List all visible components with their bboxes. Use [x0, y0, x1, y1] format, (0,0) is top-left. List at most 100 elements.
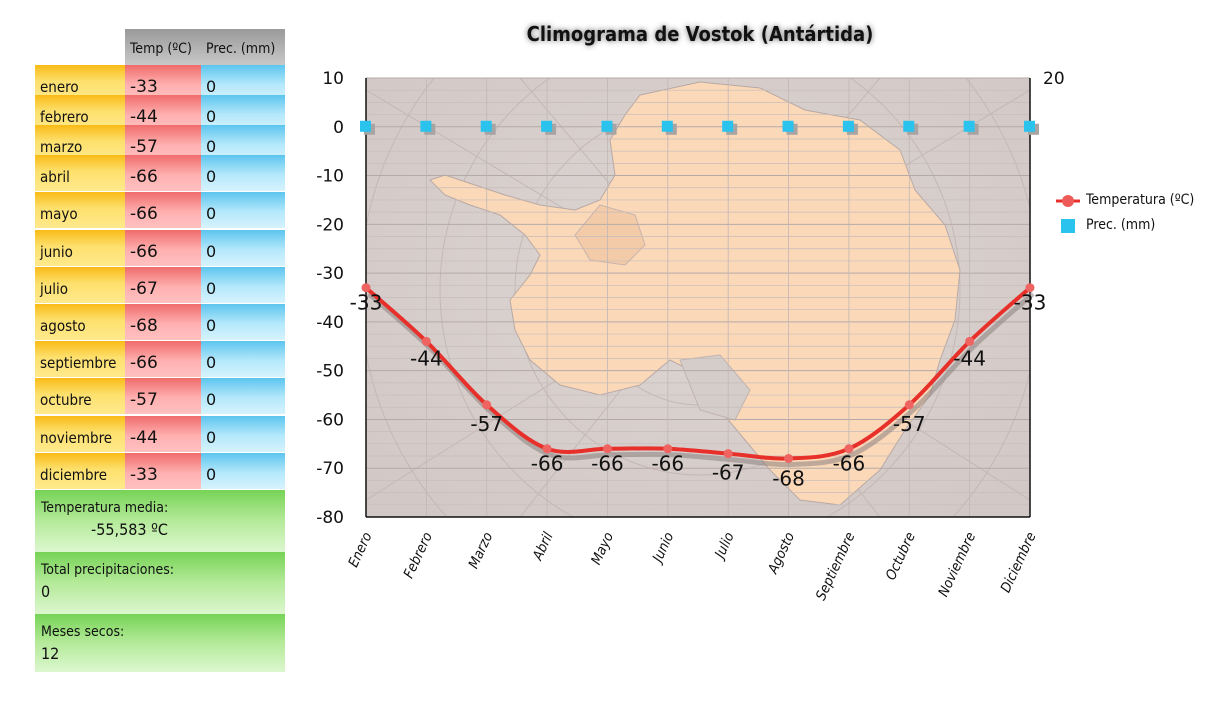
x-tick-label: Enero — [346, 530, 376, 570]
x-tick-label: Octubre — [883, 530, 919, 583]
mean-temperature-box: Temperatura media: -55,583 ºC — [35, 490, 285, 552]
temperature-data-label: -66 — [651, 452, 684, 476]
precipitation-point — [420, 120, 432, 132]
temperature-point — [904, 400, 914, 410]
temperature-cell: -33 — [125, 453, 201, 489]
x-tick-label: Junio — [649, 530, 678, 568]
temperature-point — [784, 453, 794, 463]
x-tick-label: Abril — [530, 529, 557, 563]
temperature-cell: -67 — [125, 267, 201, 303]
temperature-data-label: -44 — [953, 346, 986, 370]
temperature-point — [542, 444, 552, 454]
precipitation-cell: 0 — [201, 192, 285, 228]
temperature-data-label: -33 — [350, 291, 383, 315]
precipitation-point — [360, 120, 371, 132]
temperature-data-label: -66 — [531, 452, 564, 476]
temperature-data-label: -66 — [833, 452, 866, 476]
x-tick-label: Agosto — [765, 530, 798, 577]
x-tick-label: Septiembre — [813, 530, 859, 603]
month-cell: octubre — [35, 378, 125, 414]
month-cell: noviembre — [35, 416, 125, 452]
temperature-data-label: -57 — [470, 412, 503, 436]
month-cell: agosto — [35, 304, 125, 340]
table-row: mayo -66 0 — [35, 192, 285, 228]
y-tick-label: -40 — [316, 313, 344, 333]
legend-label-temperature: Temperatura (ºC) — [1086, 192, 1195, 208]
temperature-data-label: -57 — [893, 412, 926, 436]
temperature-data-label: -66 — [591, 452, 624, 476]
y-tick-label: -80 — [316, 508, 344, 528]
temperature-line — [364, 286, 1032, 461]
table-row: junio -66 0 — [35, 230, 285, 266]
precipitation-cell: 0 — [201, 378, 285, 414]
precipitation-cell: 0 — [201, 304, 285, 340]
temperature-point — [361, 283, 371, 293]
y-tick-label: -10 — [316, 167, 344, 187]
temperature-cell: -66 — [125, 155, 201, 191]
precipitation-cell: 0 — [201, 155, 285, 191]
mean-temperature-value: -55,583 ºC — [91, 520, 168, 539]
y-tick-label: 0 — [333, 118, 344, 138]
temperature-point — [663, 444, 673, 454]
temperature-cell: -68 — [125, 304, 201, 340]
y-tick-label: 10 — [322, 69, 344, 89]
table-row: diciembre -33 0 — [35, 453, 285, 489]
temperature-data-label: -33 — [1014, 291, 1047, 315]
precipitation-cell: 0 — [201, 267, 285, 303]
precipitation-point — [601, 120, 613, 132]
temperature-point — [602, 444, 612, 454]
table-row: septiembre -66 0 — [35, 341, 285, 377]
precipitation-point — [541, 120, 553, 132]
temperature-data-label: -67 — [712, 461, 745, 485]
temperature-point — [421, 336, 431, 346]
temperature-line-shadow — [367, 291, 1035, 468]
month-cell: julio — [35, 267, 125, 303]
dry-months-value: 12 — [41, 644, 60, 663]
precipitation-cell: 0 — [201, 453, 285, 489]
x-tick-label: Mayo — [588, 530, 617, 568]
table-row: octubre -57 0 — [35, 378, 285, 414]
temperature-point — [723, 449, 733, 459]
x-tick-label: Noviembre — [936, 530, 980, 600]
month-cell: diciembre — [35, 453, 125, 489]
precipitation-point — [842, 120, 854, 132]
month-cell: mayo — [35, 192, 125, 228]
temperature-cell: -44 — [125, 416, 201, 452]
precipitation-cell: 0 — [201, 341, 285, 377]
month-cell: septiembre — [35, 341, 125, 377]
temperature-point — [965, 336, 975, 346]
precipitation-point — [903, 120, 915, 132]
temperature-point — [1025, 283, 1035, 293]
table-row: noviembre -44 0 — [35, 416, 285, 452]
x-tick-label: Diciembre — [998, 530, 1040, 596]
x-tick-label: Marzo — [466, 530, 497, 572]
dry-months-label: Meses secos: — [41, 624, 125, 640]
precipitation-cell: 0 — [201, 230, 285, 266]
table-row: abril -66 0 — [35, 155, 285, 191]
header-prec: Prec. (mm) — [201, 29, 285, 65]
x-tick-label: Febrero — [401, 530, 436, 581]
table-row: julio -67 0 — [35, 267, 285, 303]
table-row: agosto -68 0 — [35, 304, 285, 340]
month-cell: junio — [35, 230, 125, 266]
temperature-data-label: -44 — [410, 346, 443, 370]
y-tick-label: -70 — [316, 459, 344, 479]
temperature-cell: -57 — [125, 378, 201, 414]
dry-months-box: Meses secos: 12 — [35, 614, 285, 672]
precipitation-point — [722, 120, 734, 132]
y-tick-label: -60 — [316, 410, 344, 430]
precipitation-point — [661, 120, 673, 132]
total-precipitation-box: Total precipitaciones: 0 — [35, 552, 285, 614]
header-temp: Temp (ºC) — [125, 29, 201, 65]
temperature-cell: -66 — [125, 230, 201, 266]
precipitation-point — [1024, 120, 1035, 132]
temperature-cell: -66 — [125, 192, 201, 228]
chart-title: Climograma de Vostok (Antártida) — [526, 22, 874, 46]
temperature-point — [844, 444, 854, 454]
y-right-tick-label: 20 — [1043, 69, 1065, 89]
total-precipitation-value: 0 — [41, 582, 51, 601]
precipitation-point — [963, 120, 975, 132]
total-precipitation-label: Total precipitaciones: — [41, 562, 175, 578]
month-cell: abril — [35, 155, 125, 191]
